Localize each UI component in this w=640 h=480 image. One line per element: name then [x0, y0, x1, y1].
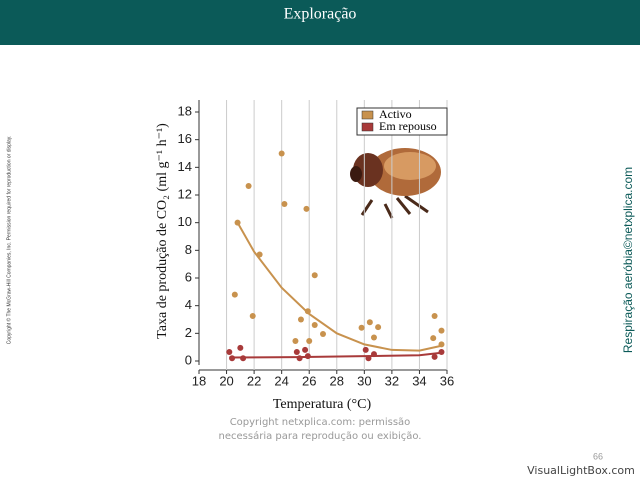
x-tick-label: 24 — [274, 373, 288, 388]
data-point — [311, 272, 318, 279]
data-point — [366, 319, 373, 326]
data-point — [370, 334, 377, 341]
y-tick-label: 18 — [178, 103, 192, 118]
footer-line: necessária para reprodução ou exibição. — [219, 430, 422, 442]
legend-swatch — [361, 122, 374, 132]
data-point — [304, 308, 311, 315]
footer-line: Copyright netxplica.com: permissão — [230, 417, 411, 428]
data-point — [431, 313, 438, 320]
y-tick-label: 16 — [178, 131, 192, 146]
x-tick-label: 36 — [440, 373, 454, 388]
data-point — [249, 313, 256, 320]
data-point — [302, 346, 309, 353]
data-point — [245, 183, 252, 190]
data-point — [438, 341, 445, 348]
data-point — [431, 353, 438, 360]
page-number: 66 — [593, 451, 603, 461]
x-tick-label: 18 — [192, 373, 206, 388]
data-point — [320, 331, 326, 338]
data-point — [281, 200, 288, 207]
data-point — [362, 346, 369, 353]
slide-title: Exploração — [284, 6, 357, 23]
data-point — [234, 219, 241, 226]
data-point — [256, 251, 263, 258]
watermark: VisualLightBox.com — [527, 464, 635, 477]
fit-line — [229, 351, 442, 359]
y-tick-label: 10 — [178, 214, 192, 229]
x-tick-label: 20 — [219, 373, 233, 388]
data-point — [303, 205, 310, 212]
data-point — [370, 351, 377, 358]
data-point — [375, 324, 382, 331]
x-tick-label: 26 — [302, 373, 316, 388]
data-point — [365, 355, 372, 362]
data-point — [240, 355, 247, 362]
y-axis-label: Taxa de produção de CO₂ (ml g⁻¹ h⁻¹) — [155, 123, 170, 339]
legend-label: Em repouso — [379, 119, 437, 133]
legend-label: Activo — [379, 107, 412, 121]
y-tick-label: 4 — [185, 297, 192, 312]
y-tick-label: 0 — [185, 352, 192, 367]
x-tick-label: 34 — [412, 373, 426, 388]
y-tick-label: 6 — [185, 269, 192, 284]
data-point — [438, 327, 445, 334]
data-point — [358, 324, 365, 331]
data-point — [430, 335, 437, 342]
data-point — [231, 291, 238, 298]
data-point — [292, 337, 299, 344]
y-tick-label: 12 — [178, 186, 192, 201]
data-point — [438, 349, 445, 356]
beetle — [350, 148, 441, 219]
header-band — [0, 0, 640, 45]
data-point — [297, 316, 304, 323]
data-point — [306, 337, 313, 344]
side-note: Copyright © The McGraw-Hill Companies, I… — [5, 136, 12, 345]
legend-swatch — [361, 110, 374, 120]
x-tick-label: 28 — [330, 373, 344, 388]
y-tick-label: 2 — [185, 325, 192, 340]
data-point — [237, 344, 244, 351]
x-tick-label: 30 — [357, 373, 371, 388]
data-point — [293, 349, 300, 356]
side-credit: Respiração aeróbia©netxplica.com — [621, 167, 635, 353]
fit-line — [236, 222, 442, 352]
data-point — [226, 349, 233, 356]
data-point — [229, 355, 236, 362]
x-tick-label: 22 — [247, 373, 261, 388]
x-axis-label: Temperatura (°C) — [273, 397, 372, 412]
data-point — [311, 322, 318, 329]
y-tick-label: 14 — [178, 159, 192, 174]
x-tick-label: 32 — [385, 373, 399, 388]
data-point — [278, 150, 285, 157]
data-point — [296, 355, 303, 362]
y-tick-label: 8 — [185, 242, 192, 257]
data-point — [304, 353, 311, 360]
